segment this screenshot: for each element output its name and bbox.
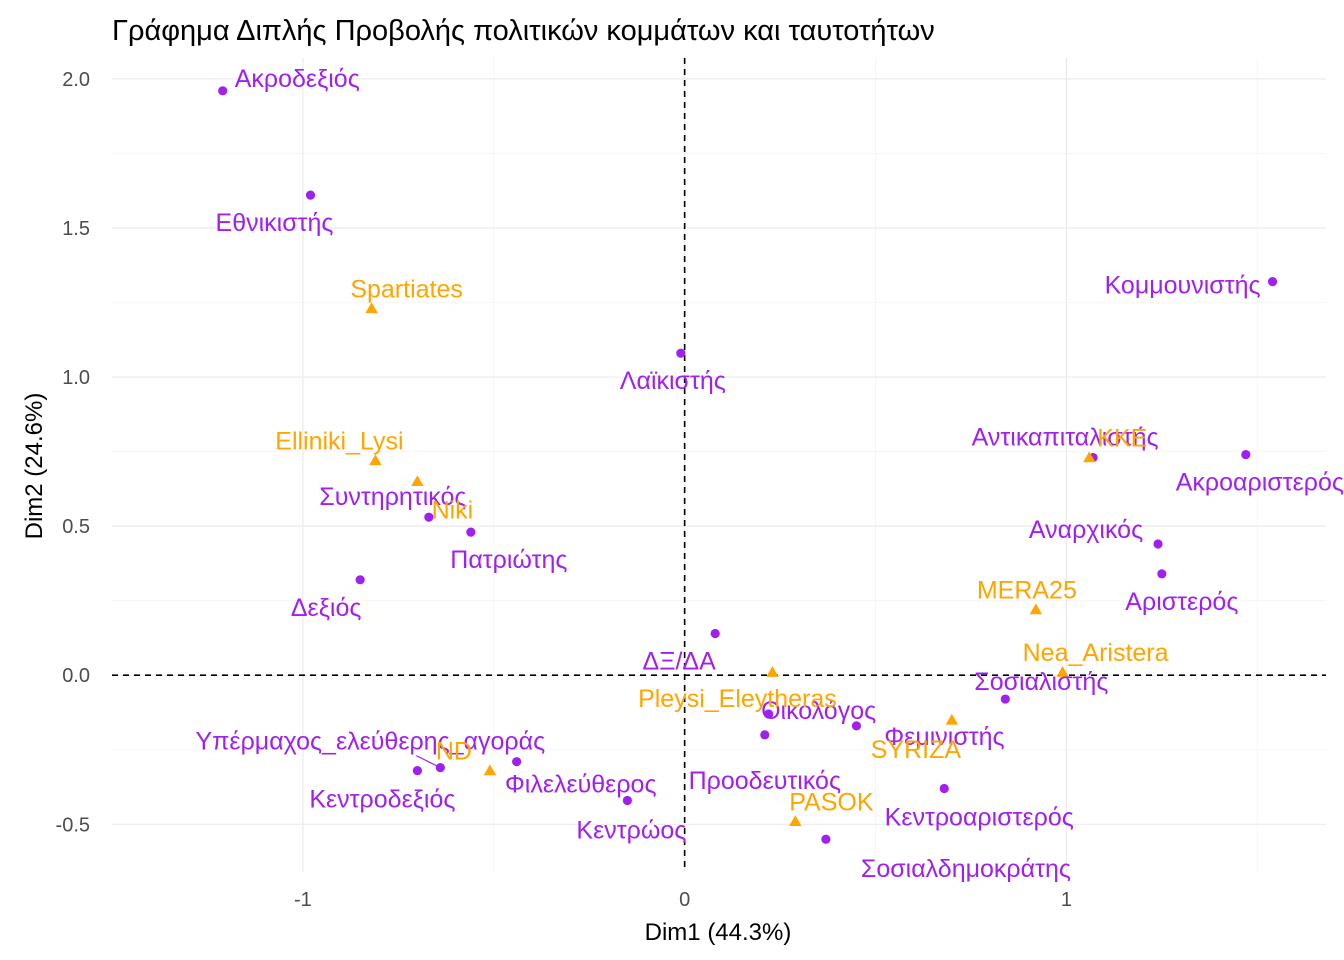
- identity-label: Σοσιαλιστής: [974, 668, 1108, 696]
- party-point: [1029, 603, 1043, 615]
- label-connector-line: [416, 755, 437, 767]
- party-label: KKE: [1097, 425, 1147, 453]
- identity-point: [424, 512, 434, 522]
- identity-point: [710, 628, 720, 639]
- identity-point: [760, 730, 770, 740]
- identity-label: Υπέρμαχος_ελεύθερης_αγοράς: [196, 728, 546, 756]
- identity-label: Προοδευτικός: [689, 767, 841, 795]
- identity-point: [1153, 539, 1163, 549]
- party-label: SYRIZA: [871, 736, 962, 764]
- party-point: [1083, 451, 1096, 463]
- party-label: Pleysi_Eleytheras: [638, 685, 837, 713]
- identity-label: Συντηρητικός: [319, 483, 466, 511]
- label-connectors: [416, 755, 437, 767]
- identity-label: Πατριώτης: [450, 546, 567, 574]
- identity-label: Φεμινιστής: [884, 723, 1004, 751]
- x-tick-label: 1: [1061, 889, 1072, 911]
- party-label: Spartiates: [350, 275, 463, 303]
- party-label: MERA25: [977, 577, 1077, 605]
- party-label: ND: [436, 738, 472, 766]
- party-point: [766, 666, 779, 677]
- y-tick-label: 2.0: [62, 69, 90, 91]
- identity-point: [305, 190, 316, 200]
- identity-label: Κομμουνιστής: [1105, 272, 1261, 300]
- y-tick-label: 1.5: [62, 218, 90, 240]
- party-label: Elliniki_Lysi: [275, 428, 403, 456]
- identity-point: [435, 763, 445, 773]
- identity-label: Λαϊκιστής: [620, 367, 726, 395]
- identity-point: [851, 721, 862, 731]
- party-point: [789, 815, 802, 826]
- chart-title: Γράφημα Διπλής Προβολής πολιτικών κομμάτ…: [112, 15, 935, 47]
- identity-label: Κεντροαριστερός: [885, 804, 1074, 832]
- reference-lines: [112, 58, 1326, 872]
- identity-point: [1157, 569, 1167, 579]
- party-label: PASOK: [789, 788, 874, 816]
- identity-label: Εθνικιστής: [216, 209, 334, 237]
- identity-point: [218, 86, 228, 96]
- x-tick-label: 0: [679, 889, 690, 911]
- y-tick-label: 0.5: [62, 516, 90, 538]
- identity-point: [821, 834, 831, 844]
- party-point: [1056, 666, 1069, 677]
- identity-label: Κεντρώος: [576, 816, 686, 844]
- identity-point: [676, 348, 686, 358]
- identity-label: Σοσιαλδημοκράτης: [861, 855, 1071, 883]
- x-axis-title: Dim1 (44.3%): [645, 919, 792, 946]
- y-tick-label: 1.0: [62, 367, 90, 389]
- identity-point: [1267, 277, 1278, 287]
- identity-point: [355, 575, 365, 585]
- identity-point: [939, 783, 949, 794]
- identity-label: Αριστερός: [1125, 588, 1238, 616]
- party-label: Niki: [432, 496, 474, 524]
- identity-point: [764, 709, 774, 719]
- identity-point: [412, 766, 423, 776]
- identity-point: [1241, 449, 1251, 460]
- identity-label: Κεντροδεξιός: [309, 786, 455, 814]
- y-tick-label: -0.5: [56, 814, 90, 836]
- data-points: [218, 86, 1278, 844]
- identity-label: Ακροδεξιός: [235, 65, 360, 93]
- identity-point: [622, 795, 632, 806]
- party-point: [411, 475, 424, 487]
- identity-point: [466, 527, 476, 537]
- identity-label: Δεξιός: [291, 594, 362, 622]
- party-point: [369, 454, 382, 466]
- identity-point: [512, 757, 522, 767]
- identity-label: ΔΞ/ΔΑ: [643, 647, 717, 675]
- party-point: [483, 764, 497, 776]
- identity-point: [1000, 694, 1010, 704]
- identity-label: Φιλελεύθερος: [505, 771, 657, 799]
- point-labels: Ακροδεξιός Εθνικιστής Λαϊκιστής Κομμουνιστή…: [196, 65, 1344, 883]
- y-axis-title: Dim2 (24.6%): [21, 393, 48, 540]
- party-point: [945, 713, 959, 725]
- party-point: [365, 302, 378, 314]
- axis-ticks: -1 0 1 -0.5 0.0 0.5 1.0 1.5 2.0: [56, 69, 1072, 911]
- identity-label: Αναρχικός: [1029, 516, 1143, 544]
- identity-label: Οικολόγος: [761, 697, 876, 725]
- y-tick-label: 0.0: [62, 665, 90, 687]
- x-tick-label: -1: [294, 889, 312, 911]
- party-label: Nea_Aristera: [1023, 639, 1169, 667]
- identity-label: Ακροαριστερός: [1176, 469, 1344, 497]
- identity-label: Αντικαπιταλιστής: [972, 424, 1159, 452]
